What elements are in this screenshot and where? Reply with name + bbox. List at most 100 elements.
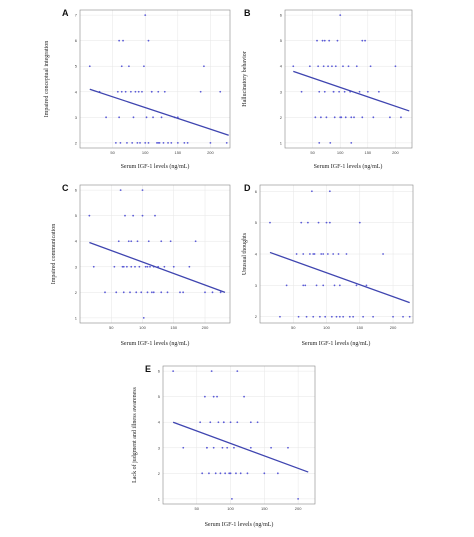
data-point xyxy=(344,116,347,119)
data-point xyxy=(324,315,327,318)
data-point xyxy=(246,472,249,475)
data-point xyxy=(132,214,135,217)
regression-line xyxy=(269,251,410,304)
data-point xyxy=(146,291,149,294)
data-point xyxy=(149,265,151,268)
data-point xyxy=(308,65,311,68)
data-point xyxy=(140,291,143,294)
data-point xyxy=(231,497,233,500)
data-point xyxy=(137,90,140,93)
data-point xyxy=(287,446,289,449)
data-point xyxy=(343,90,346,93)
data-point xyxy=(169,240,172,243)
data-point xyxy=(279,315,281,318)
data-point xyxy=(334,65,337,68)
y-tick-label: 2 xyxy=(280,115,283,120)
data-point xyxy=(302,284,305,287)
data-point xyxy=(408,315,411,318)
x-tick-label: 200 xyxy=(202,325,209,330)
data-point xyxy=(117,240,120,243)
data-point xyxy=(338,90,341,93)
data-point xyxy=(377,90,380,93)
data-point xyxy=(134,90,137,93)
data-point xyxy=(167,141,169,144)
data-point xyxy=(323,90,326,93)
y-tick-label: 4 xyxy=(255,252,258,257)
data-point xyxy=(352,315,355,318)
data-point xyxy=(342,65,344,68)
data-point xyxy=(166,291,169,294)
data-point xyxy=(361,39,364,42)
data-point xyxy=(219,291,222,294)
data-point xyxy=(143,65,145,68)
data-point xyxy=(361,116,364,119)
x-tick-label: 50 xyxy=(110,150,115,155)
data-point xyxy=(210,370,213,373)
x-tick-label: 200 xyxy=(392,150,399,155)
data-point xyxy=(316,39,318,42)
x-axis-label: Serum IGF-1 levels (ng/mL) xyxy=(205,521,274,528)
data-point xyxy=(114,141,117,144)
data-point xyxy=(328,39,331,42)
data-point xyxy=(118,116,121,119)
data-point xyxy=(263,472,266,475)
data-point xyxy=(129,90,132,93)
y-tick-label: 2 xyxy=(75,140,78,145)
data-point xyxy=(150,90,153,93)
data-point xyxy=(163,265,166,268)
data-point xyxy=(120,65,123,68)
data-point xyxy=(332,90,335,93)
y-tick-label: 7 xyxy=(75,13,78,18)
data-point xyxy=(323,39,326,42)
data-point xyxy=(330,315,333,318)
data-point xyxy=(300,221,303,224)
data-point xyxy=(333,284,336,287)
data-point xyxy=(243,395,245,398)
data-point xyxy=(186,141,189,144)
data-point xyxy=(122,291,125,294)
y-tick-label: 6 xyxy=(75,38,78,43)
data-point xyxy=(322,284,325,287)
data-point xyxy=(132,116,135,119)
data-point xyxy=(338,315,341,318)
y-tick-label: 5 xyxy=(280,38,283,43)
x-tick-label: 150 xyxy=(356,325,363,330)
data-point xyxy=(142,316,145,319)
data-point xyxy=(366,90,369,93)
data-point xyxy=(222,421,225,424)
data-point xyxy=(228,472,231,475)
data-point xyxy=(141,189,144,192)
data-point xyxy=(295,253,298,255)
data-point xyxy=(217,421,220,424)
data-point xyxy=(147,141,150,144)
plot-frame xyxy=(284,9,413,149)
y-axis-label: Lack of judgment and illness awareness xyxy=(131,386,138,482)
x-tick-label: 50 xyxy=(195,506,200,511)
y-tick-label: 1 xyxy=(280,140,283,145)
data-point xyxy=(322,253,325,255)
panel-letter: A xyxy=(62,8,69,18)
data-point xyxy=(92,265,95,268)
y-tick-label: 6 xyxy=(280,13,283,18)
x-tick-label: 150 xyxy=(174,150,181,155)
x-axis-label: Serum IGF-1 levels (ng/mL) xyxy=(121,163,190,170)
panel-letter: E xyxy=(145,364,151,374)
y-tick-label: 3 xyxy=(280,89,283,94)
x-tick-label: 200 xyxy=(295,506,302,511)
data-point xyxy=(199,90,202,93)
data-point xyxy=(219,90,222,93)
data-point xyxy=(199,421,202,424)
data-point xyxy=(182,446,185,449)
data-point xyxy=(134,265,136,268)
data-point xyxy=(315,284,318,287)
y-tick-label: 5 xyxy=(158,394,161,399)
plot-frame xyxy=(79,184,231,324)
data-point xyxy=(229,421,232,424)
data-point xyxy=(321,39,324,42)
data-point xyxy=(331,65,333,68)
y-axis-label: Hallucinatory behavior xyxy=(242,51,248,106)
data-point xyxy=(233,446,235,449)
data-point xyxy=(236,370,239,373)
data-point xyxy=(392,315,394,318)
data-point xyxy=(127,240,130,243)
